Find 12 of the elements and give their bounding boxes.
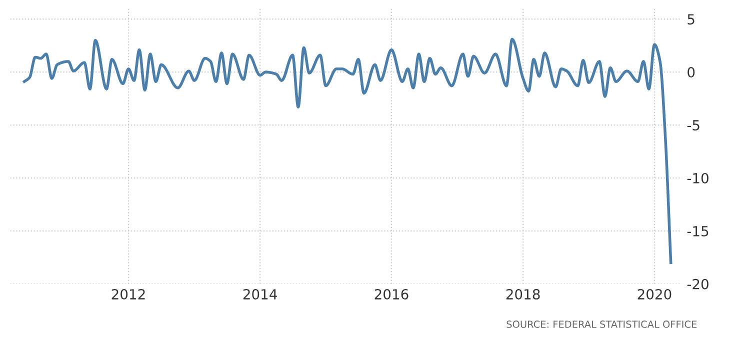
y-tick-label: 0 (688, 67, 695, 78)
y-tick-label: -10 (687, 172, 708, 184)
y-tick-label: -15 (687, 226, 708, 236)
x-tick-label: 2020 (638, 289, 672, 300)
y-tick-label: -20 (687, 278, 708, 290)
source-note: SOURCE: FEDERAL STATISTICAL OFFICE (506, 320, 697, 328)
x-tick-label: 2016 (374, 289, 408, 300)
y-tick-label: 5 (688, 14, 694, 25)
y-tick-label: -5 (687, 120, 700, 130)
x-tick-label: 2014 (243, 289, 277, 300)
x-tick-label: 2012 (112, 289, 145, 300)
x-tick-label: 2018 (506, 289, 540, 300)
